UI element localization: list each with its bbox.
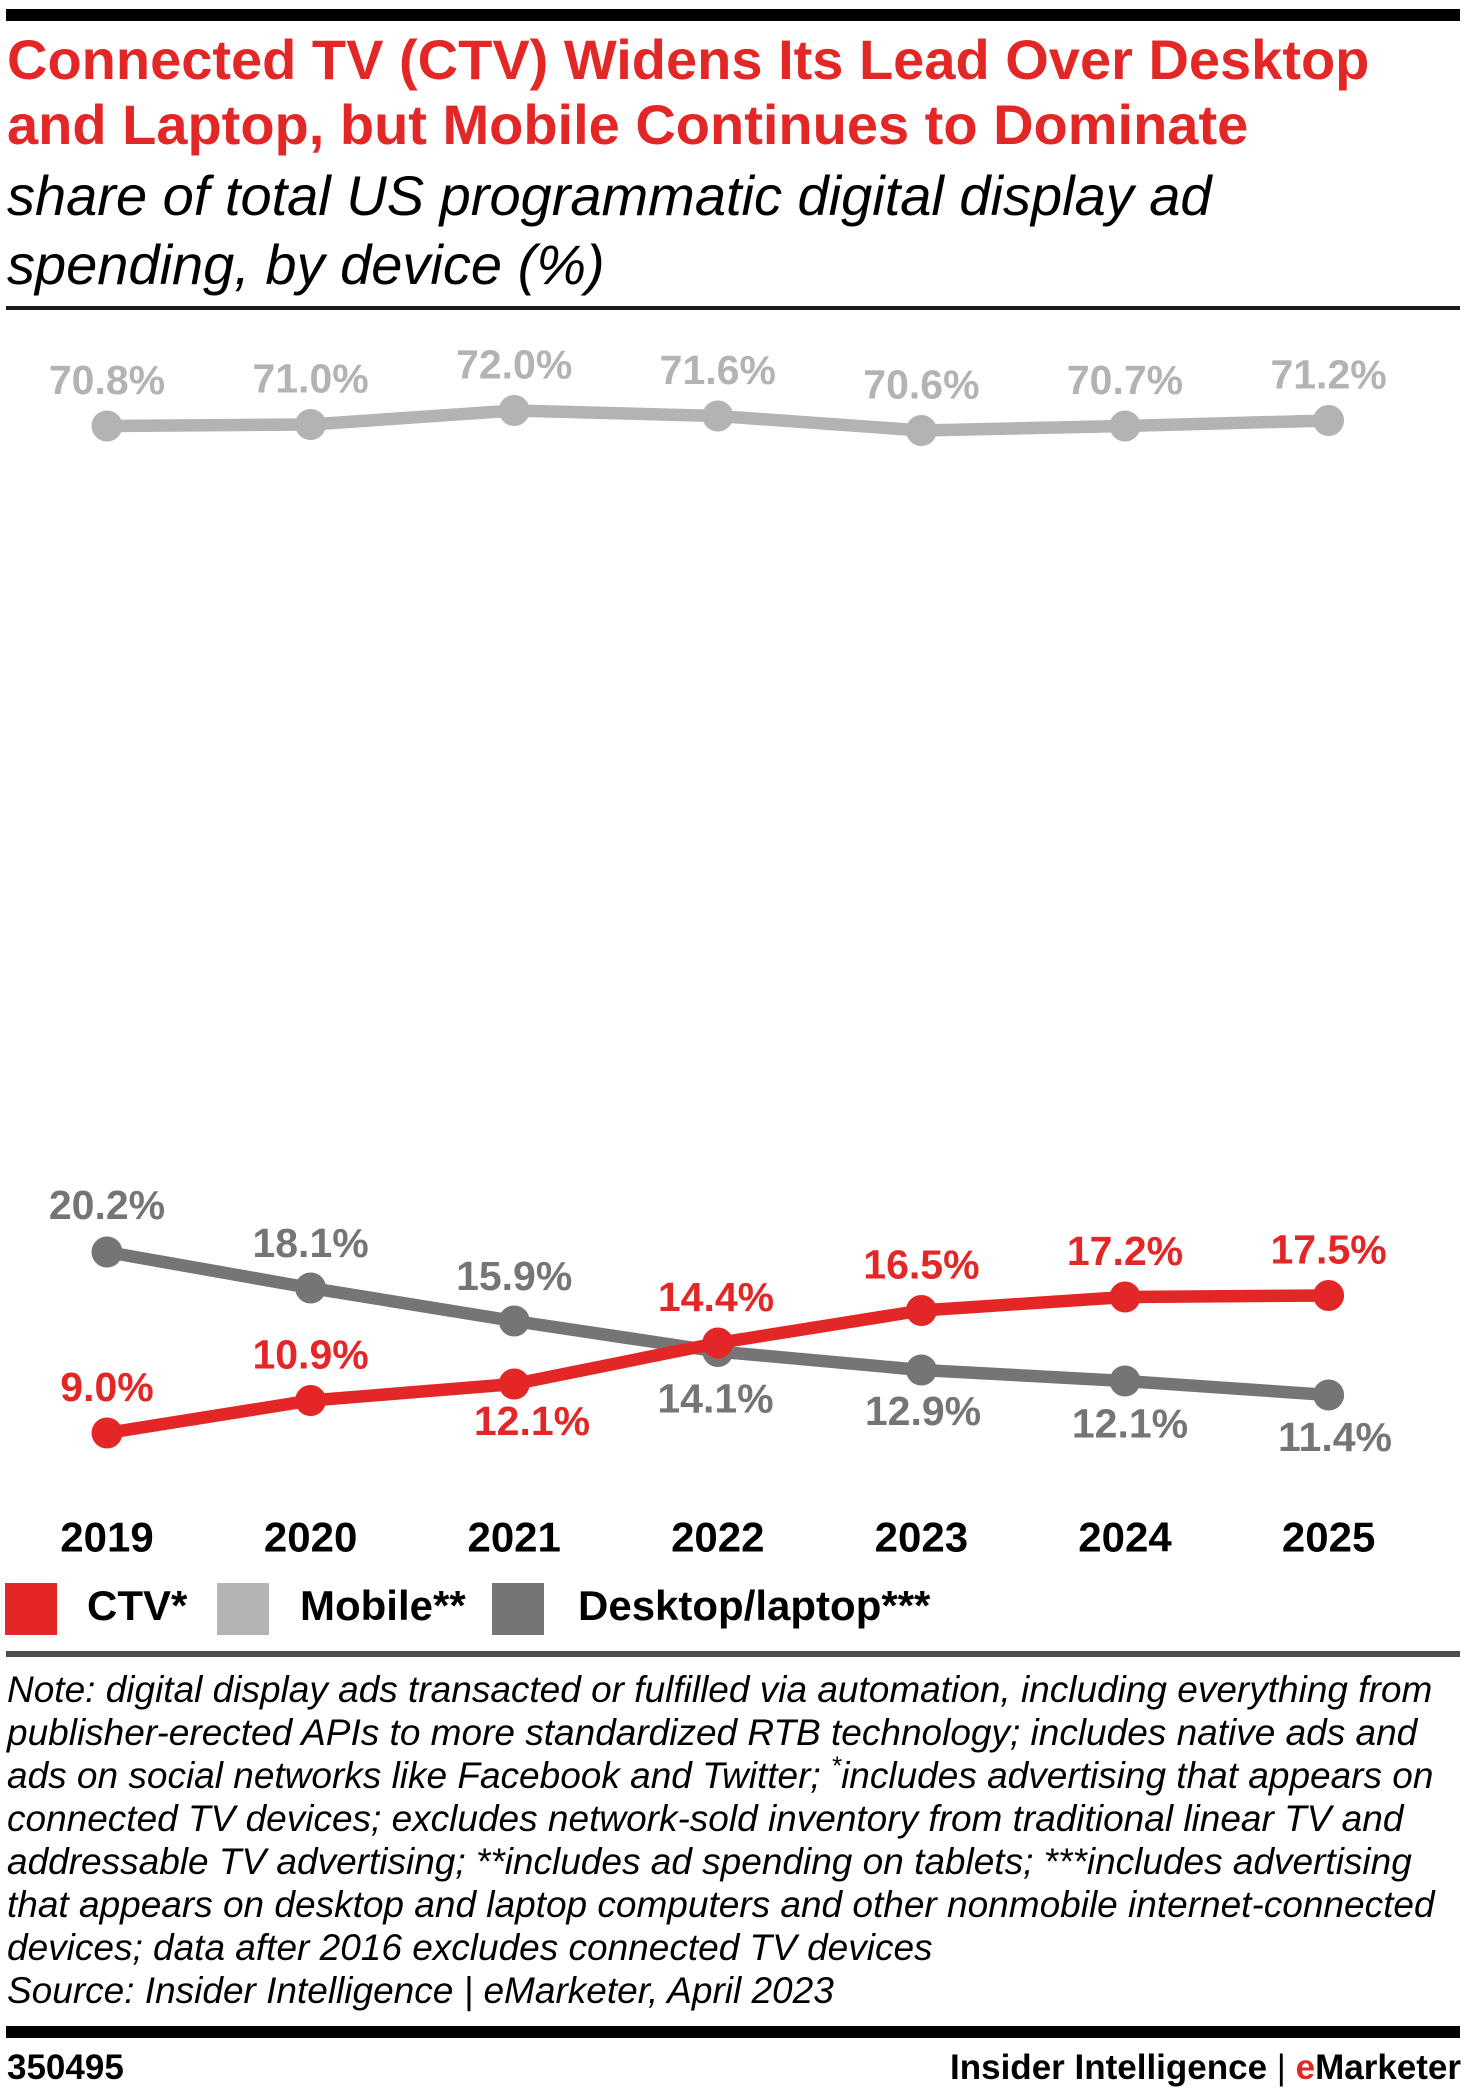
svg-text:2023: 2023 (875, 1514, 968, 1561)
svg-text:12.1%: 12.1% (474, 1398, 590, 1444)
svg-text:16.5%: 16.5% (863, 1242, 979, 1288)
svg-text:2022: 2022 (671, 1514, 764, 1561)
svg-text:20.2%: 20.2% (49, 1182, 165, 1228)
svg-text:10.9%: 10.9% (252, 1332, 368, 1378)
svg-text:2021: 2021 (467, 1514, 560, 1561)
svg-text:12.1%: 12.1% (1072, 1401, 1188, 1447)
svg-text:12.9%: 12.9% (865, 1388, 981, 1434)
svg-text:71.0%: 71.0% (252, 356, 368, 402)
svg-text:70.7%: 70.7% (1067, 357, 1183, 403)
svg-text:17.5%: 17.5% (1270, 1227, 1386, 1273)
svg-text:71.2%: 71.2% (1270, 352, 1386, 398)
svg-text:2025: 2025 (1282, 1514, 1375, 1561)
svg-text:14.4%: 14.4% (658, 1274, 774, 1320)
svg-text:18.1%: 18.1% (252, 1220, 368, 1266)
svg-text:70.8%: 70.8% (49, 357, 165, 403)
svg-text:17.2%: 17.2% (1067, 1228, 1183, 1274)
svg-text:11.4%: 11.4% (1278, 1414, 1392, 1460)
svg-text:2024: 2024 (1078, 1514, 1172, 1561)
svg-text:15.9%: 15.9% (456, 1253, 572, 1299)
svg-text:14.1%: 14.1% (657, 1376, 773, 1422)
svg-text:71.6%: 71.6% (660, 347, 776, 393)
svg-text:2019: 2019 (60, 1514, 153, 1561)
svg-text:2020: 2020 (264, 1514, 357, 1561)
svg-text:9.0%: 9.0% (60, 1364, 153, 1410)
svg-text:72.0%: 72.0% (456, 342, 572, 388)
svg-text:70.6%: 70.6% (863, 362, 979, 408)
